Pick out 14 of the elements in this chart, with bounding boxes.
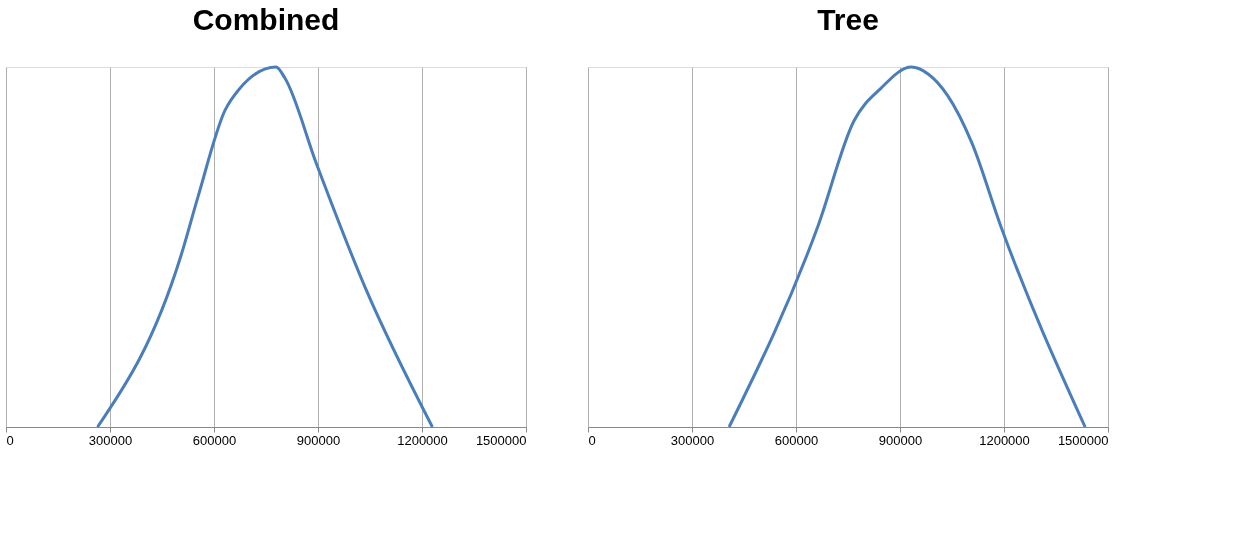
- x-tick-label: 1200000: [397, 432, 448, 448]
- chart-title: Tree: [817, 2, 879, 36]
- x-tick-label: 1500000: [475, 432, 527, 448]
- x-tick-label: 900000: [878, 432, 923, 448]
- x-tick-label: 300000: [88, 432, 133, 448]
- x-tick-label: 900000: [296, 432, 341, 448]
- chart-title: Combined: [192, 2, 340, 36]
- x-tick-label: 1200000: [979, 432, 1030, 448]
- x-tick-label: 0: [588, 432, 596, 448]
- x-tick-label: 1500000: [1057, 432, 1109, 448]
- x-tick-label: 600000: [192, 432, 237, 448]
- x-tick-label: 300000: [670, 432, 715, 448]
- x-tick-label: 600000: [774, 432, 819, 448]
- x-tick-label: 0: [6, 432, 14, 448]
